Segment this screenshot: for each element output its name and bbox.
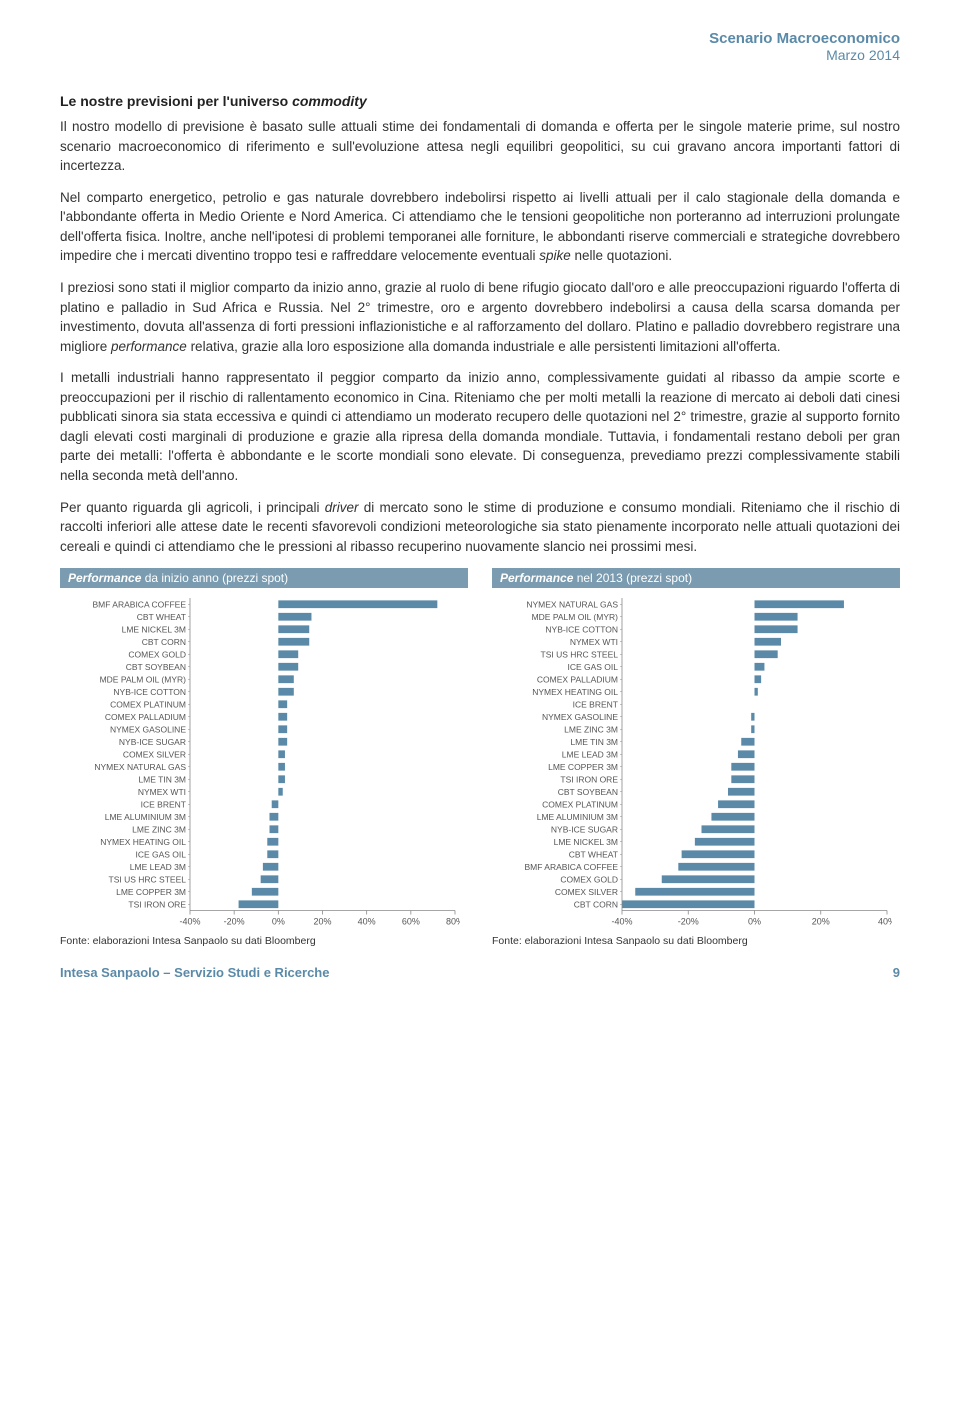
svg-text:NYB-ICE SUGAR: NYB-ICE SUGAR bbox=[551, 825, 618, 835]
svg-text:LME ZINC 3M: LME ZINC 3M bbox=[132, 825, 186, 835]
svg-text:BMF ARABICA COFFEE: BMF ARABICA COFFEE bbox=[92, 600, 186, 610]
svg-text:-40%: -40% bbox=[611, 917, 632, 927]
svg-text:0%: 0% bbox=[272, 917, 285, 927]
svg-text:NYB-ICE COTTON: NYB-ICE COTTON bbox=[113, 687, 186, 697]
svg-text:MDE PALM OIL (MYR): MDE PALM OIL (MYR) bbox=[100, 675, 187, 685]
svg-text:20%: 20% bbox=[812, 917, 830, 927]
svg-text:TSI IRON ORE: TSI IRON ORE bbox=[560, 775, 618, 785]
chart-left: Performance da inizio anno (prezzi spot)… bbox=[60, 568, 468, 947]
svg-text:LME ALUMINIUM 3M: LME ALUMINIUM 3M bbox=[105, 812, 186, 822]
paragraph-5: Per quanto riguarda gli agricoli, i prin… bbox=[60, 498, 900, 557]
svg-text:LME ALUMINIUM 3M: LME ALUMINIUM 3M bbox=[537, 812, 618, 822]
p3-ital: performance bbox=[111, 339, 187, 354]
svg-text:CBT SOYBEAN: CBT SOYBEAN bbox=[126, 662, 186, 672]
svg-text:LME NICKEL 3M: LME NICKEL 3M bbox=[122, 625, 186, 635]
svg-text:TSI US HRC STEEL: TSI US HRC STEEL bbox=[109, 875, 187, 885]
chart1-header-prefix: Performance bbox=[68, 571, 141, 585]
p5-text: Per quanto riguarda gli agricoli, i prin… bbox=[60, 500, 325, 515]
svg-text:60%: 60% bbox=[402, 917, 420, 927]
footer-left: Intesa Sanpaolo – Servizio Studi e Ricer… bbox=[60, 965, 329, 980]
p2-text: Nel comparto energetico, petrolio e gas … bbox=[60, 190, 900, 264]
svg-text:COMEX GOLD: COMEX GOLD bbox=[560, 875, 618, 885]
svg-text:20%: 20% bbox=[313, 917, 331, 927]
svg-text:BMF ARABICA COFFEE: BMF ARABICA COFFEE bbox=[524, 862, 618, 872]
paragraph-3: I preziosi sono stati il miglior compart… bbox=[60, 278, 900, 356]
svg-text:-20%: -20% bbox=[678, 917, 699, 927]
paragraph-2: Nel comparto energetico, petrolio e gas … bbox=[60, 188, 900, 266]
svg-text:NYMEX WTI: NYMEX WTI bbox=[138, 787, 186, 797]
svg-text:LME COPPER 3M: LME COPPER 3M bbox=[548, 762, 618, 772]
svg-text:LME NICKEL 3M: LME NICKEL 3M bbox=[554, 837, 618, 847]
svg-text:LME TIN 3M: LME TIN 3M bbox=[570, 737, 618, 747]
svg-text:COMEX SILVER: COMEX SILVER bbox=[123, 750, 186, 760]
p5-ital: driver bbox=[325, 500, 359, 515]
svg-text:NYMEX HEATING OIL: NYMEX HEATING OIL bbox=[532, 687, 618, 697]
chart2-header-prefix: Performance bbox=[500, 571, 573, 585]
chart-right: Performance nel 2013 (prezzi spot) -40%-… bbox=[492, 568, 900, 947]
svg-text:COMEX GOLD: COMEX GOLD bbox=[128, 650, 186, 660]
svg-text:ICE GAS OIL: ICE GAS OIL bbox=[567, 662, 618, 672]
svg-text:NYB-ICE SUGAR: NYB-ICE SUGAR bbox=[119, 737, 186, 747]
p2-tail: nelle quotazioni. bbox=[571, 248, 672, 263]
svg-text:COMEX SILVER: COMEX SILVER bbox=[555, 887, 618, 897]
svg-text:-40%: -40% bbox=[179, 917, 200, 927]
svg-text:COMEX PALLADIUM: COMEX PALLADIUM bbox=[105, 712, 186, 722]
chart1-header-rest: da inizio anno (prezzi spot) bbox=[141, 571, 288, 585]
svg-text:NYMEX HEATING OIL: NYMEX HEATING OIL bbox=[100, 837, 186, 847]
chart2-header: Performance nel 2013 (prezzi spot) bbox=[492, 568, 900, 588]
chart1-svg: -40% -20% 0% 20% 40% 60% 80% BMF ARABICA COFFEE… bbox=[60, 594, 460, 931]
svg-text:LME ZINC 3M: LME ZINC 3M bbox=[564, 725, 618, 735]
title-italic: commodity bbox=[292, 93, 367, 109]
svg-text:0%: 0% bbox=[748, 917, 761, 927]
title-text: Le nostre previsioni per l'universo bbox=[60, 93, 292, 109]
p2-ital: spike bbox=[539, 248, 571, 263]
svg-text:LME TIN 3M: LME TIN 3M bbox=[138, 775, 186, 785]
svg-text:ICE BRENT: ICE BRENT bbox=[573, 700, 618, 710]
svg-text:CBT WHEAT: CBT WHEAT bbox=[137, 612, 186, 622]
p3-tail: relativa, grazie alla loro esposizione a… bbox=[187, 339, 781, 354]
paragraph-1: Il nostro modello di previsione è basato… bbox=[60, 117, 900, 176]
svg-text:ICE GAS OIL: ICE GAS OIL bbox=[135, 850, 186, 860]
svg-text:LME COPPER 3M: LME COPPER 3M bbox=[116, 887, 186, 897]
page-header: Scenario Macroeconomico Marzo 2014 bbox=[60, 30, 900, 63]
svg-text:TSI IRON ORE: TSI IRON ORE bbox=[128, 900, 186, 910]
svg-text:NYMEX NATURAL GAS: NYMEX NATURAL GAS bbox=[94, 762, 186, 772]
svg-text:ICE BRENT: ICE BRENT bbox=[141, 800, 186, 810]
svg-text:CBT CORN: CBT CORN bbox=[574, 900, 618, 910]
header-date: Marzo 2014 bbox=[60, 47, 900, 63]
paragraph-4: I metalli industriali hanno rappresentat… bbox=[60, 368, 900, 485]
svg-text:40%: 40% bbox=[358, 917, 376, 927]
charts-row: Performance da inizio anno (prezzi spot)… bbox=[60, 568, 900, 947]
svg-text:80%: 80% bbox=[446, 917, 460, 927]
svg-text:NYMEX NATURAL GAS: NYMEX NATURAL GAS bbox=[526, 600, 618, 610]
svg-text:TSI US HRC STEEL: TSI US HRC STEEL bbox=[541, 650, 619, 660]
svg-text:MDE PALM OIL (MYR): MDE PALM OIL (MYR) bbox=[532, 612, 619, 622]
svg-text:COMEX PLATINUM: COMEX PLATINUM bbox=[110, 700, 186, 710]
svg-text:-20%: -20% bbox=[224, 917, 245, 927]
svg-text:COMEX PALLADIUM: COMEX PALLADIUM bbox=[537, 675, 618, 685]
svg-text:NYB-ICE COTTON: NYB-ICE COTTON bbox=[545, 625, 618, 635]
section-title: Le nostre previsioni per l'universo comm… bbox=[60, 93, 900, 109]
header-title: Scenario Macroeconomico bbox=[60, 30, 900, 47]
svg-text:LME LEAD 3M: LME LEAD 3M bbox=[562, 750, 618, 760]
svg-text:NYMEX WTI: NYMEX WTI bbox=[570, 637, 618, 647]
svg-text:NYMEX GASOLINE: NYMEX GASOLINE bbox=[110, 725, 186, 735]
svg-text:NYMEX GASOLINE: NYMEX GASOLINE bbox=[542, 712, 618, 722]
svg-text:COMEX PLATINUM: COMEX PLATINUM bbox=[542, 800, 618, 810]
svg-text:CBT CORN: CBT CORN bbox=[142, 637, 186, 647]
chart1-source: Fonte: elaborazioni Intesa Sanpaolo su d… bbox=[60, 935, 468, 947]
chart2-header-rest: nel 2013 (prezzi spot) bbox=[573, 571, 692, 585]
svg-text:LME LEAD 3M: LME LEAD 3M bbox=[130, 862, 186, 872]
svg-text:CBT SOYBEAN: CBT SOYBEAN bbox=[558, 787, 618, 797]
chart2-source: Fonte: elaborazioni Intesa Sanpaolo su d… bbox=[492, 935, 900, 947]
chart2-svg: -40% -20% 0% 20% 40% NYMEX NATURAL GAS MDE PAL… bbox=[492, 594, 892, 931]
svg-text:40%: 40% bbox=[878, 917, 892, 927]
footer: Intesa Sanpaolo – Servizio Studi e Ricer… bbox=[60, 965, 900, 980]
page-number: 9 bbox=[893, 965, 900, 980]
svg-text:CBT WHEAT: CBT WHEAT bbox=[569, 850, 618, 860]
chart1-header: Performance da inizio anno (prezzi spot) bbox=[60, 568, 468, 588]
